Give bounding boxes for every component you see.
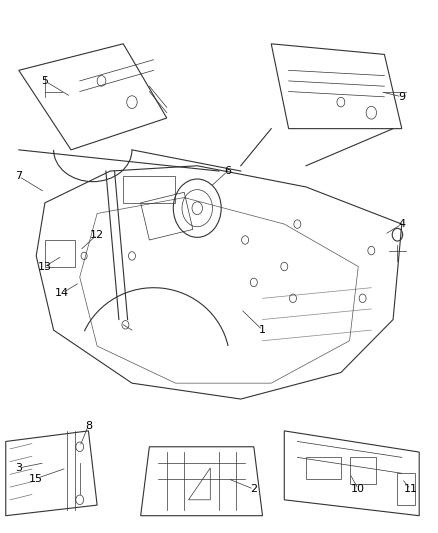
Text: 5: 5 [42,76,49,86]
Text: 7: 7 [15,172,22,181]
Text: 3: 3 [15,463,22,473]
Text: 12: 12 [90,230,104,240]
Text: 1: 1 [259,325,266,335]
Text: 10: 10 [351,484,365,494]
Text: 4: 4 [398,219,405,229]
Text: 11: 11 [403,484,417,494]
Text: 2: 2 [250,484,258,494]
Text: 9: 9 [398,92,405,102]
Text: 14: 14 [55,288,69,298]
Text: 6: 6 [224,166,231,176]
Text: 8: 8 [85,421,92,431]
Text: 13: 13 [38,262,52,271]
Text: 15: 15 [29,474,43,483]
